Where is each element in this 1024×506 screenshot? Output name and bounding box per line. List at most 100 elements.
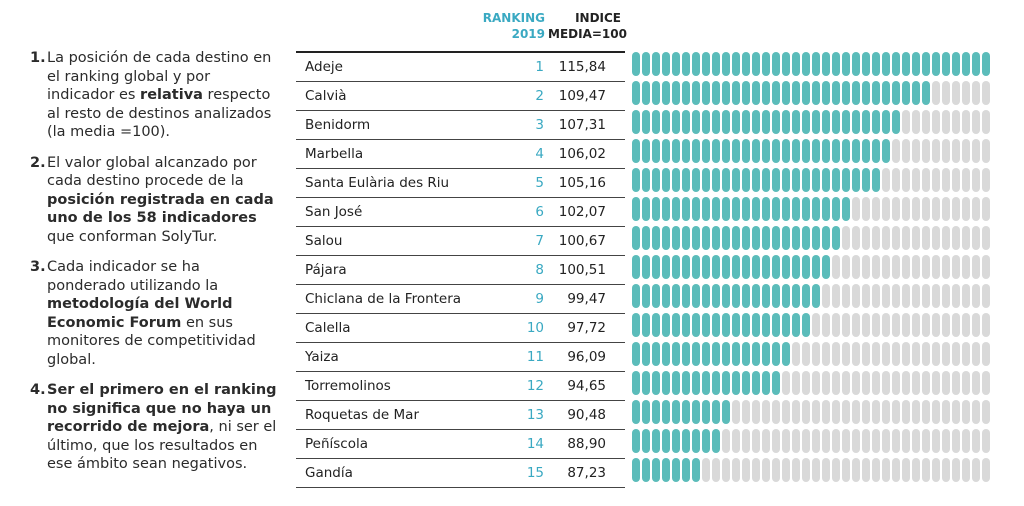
bar-unit-filled xyxy=(752,197,760,221)
bar-unit-empty xyxy=(942,371,950,395)
bar-unit-empty xyxy=(912,342,920,366)
bar-unit-filled xyxy=(662,429,670,453)
bar-unit-empty xyxy=(942,429,950,453)
bar-unit-filled xyxy=(782,110,790,134)
destination-name: Santa Eulària des Riu xyxy=(305,175,450,191)
bar-unit-filled xyxy=(842,197,850,221)
bar-unit-filled xyxy=(722,197,730,221)
bar-unit-empty xyxy=(982,458,990,482)
note-number: 1. xyxy=(30,50,46,66)
bar-unit-filled xyxy=(642,139,650,163)
bar-unit-empty xyxy=(982,429,990,453)
bar-unit-empty xyxy=(822,371,830,395)
bar-unit-empty xyxy=(742,400,750,424)
bar-unit-empty xyxy=(772,458,780,482)
bar-unit-filled xyxy=(772,313,780,337)
bar-unit-filled xyxy=(742,52,750,76)
bar-unit-filled xyxy=(672,313,680,337)
index-value: 105,16 xyxy=(558,175,606,191)
bar-unit-filled xyxy=(792,197,800,221)
bar-unit-empty xyxy=(922,400,930,424)
bar-unit-filled xyxy=(812,255,820,279)
bar-unit-filled xyxy=(772,197,780,221)
bar-unit-filled xyxy=(682,139,690,163)
bar-unit-empty xyxy=(862,458,870,482)
table-row: Yaiza 11 96,09 xyxy=(296,343,625,372)
bar-unit-filled xyxy=(742,371,750,395)
bar-unit-empty xyxy=(872,226,880,250)
index-value: 115,84 xyxy=(558,59,606,75)
bar-unit-filled xyxy=(632,197,640,221)
bar-unit-empty xyxy=(952,139,960,163)
bar-unit-empty xyxy=(972,110,980,134)
bar-unit-filled xyxy=(692,313,700,337)
bar-unit-empty xyxy=(912,197,920,221)
table-row: Roquetas de Mar 13 90,48 xyxy=(296,401,625,430)
bar-unit-empty xyxy=(832,371,840,395)
bar-unit-empty xyxy=(912,284,920,308)
bar-unit-empty xyxy=(862,255,870,279)
bar-unit-filled xyxy=(672,110,680,134)
bar-unit-filled xyxy=(912,81,920,105)
bar-unit-empty xyxy=(942,342,950,366)
bar-unit-empty xyxy=(872,284,880,308)
bar-unit-empty xyxy=(982,81,990,105)
bar-row xyxy=(632,400,990,424)
bar-unit-filled xyxy=(742,226,750,250)
bar-unit-filled xyxy=(632,168,640,192)
bar-unit-empty xyxy=(962,429,970,453)
bar-unit-empty xyxy=(952,342,960,366)
bar-unit-filled xyxy=(822,81,830,105)
index-header-line1: INDICE xyxy=(575,11,621,25)
bar-unit-filled xyxy=(722,110,730,134)
bar-unit-empty xyxy=(772,429,780,453)
bar-unit-empty xyxy=(882,429,890,453)
bar-unit-empty xyxy=(882,284,890,308)
bar-unit-filled xyxy=(752,52,760,76)
bar-unit-filled xyxy=(882,110,890,134)
bar-unit-empty xyxy=(822,458,830,482)
bar-unit-filled xyxy=(842,168,850,192)
bar-unit-filled xyxy=(972,52,980,76)
bar-unit-filled xyxy=(782,313,790,337)
bar-unit-filled xyxy=(762,226,770,250)
bar-unit-filled xyxy=(752,81,760,105)
bar-unit-empty xyxy=(752,458,760,482)
bar-unit-empty xyxy=(792,342,800,366)
bar-unit-empty xyxy=(842,458,850,482)
destination-name: Calvià xyxy=(305,88,347,104)
bar-unit-filled xyxy=(842,52,850,76)
bar-unit-empty xyxy=(982,313,990,337)
bar-unit-filled xyxy=(662,197,670,221)
bar-unit-empty xyxy=(732,458,740,482)
note-text: en sus monitores de competitividad globa… xyxy=(47,314,256,368)
bar-unit-filled xyxy=(752,139,760,163)
bar-unit-filled xyxy=(872,139,880,163)
bar-unit-filled xyxy=(762,110,770,134)
bar-unit-filled xyxy=(632,226,640,250)
bar-unit-empty xyxy=(922,139,930,163)
bar-unit-empty xyxy=(982,110,990,134)
bar-unit-filled xyxy=(742,168,750,192)
bar-unit-filled xyxy=(782,342,790,366)
bar-unit-filled xyxy=(832,226,840,250)
bar-unit-empty xyxy=(782,458,790,482)
bar-unit-empty xyxy=(722,458,730,482)
bar-unit-empty xyxy=(892,168,900,192)
bar-unit-empty xyxy=(902,342,910,366)
bar-unit-filled xyxy=(732,342,740,366)
index-value: 99,47 xyxy=(567,291,606,307)
bar-unit-empty xyxy=(862,284,870,308)
bar-unit-filled xyxy=(662,139,670,163)
bar-unit-filled xyxy=(762,371,770,395)
bar-unit-filled xyxy=(782,197,790,221)
bar-unit-empty xyxy=(852,284,860,308)
bar-unit-empty xyxy=(962,255,970,279)
bar-unit-filled xyxy=(792,313,800,337)
bar-unit-filled xyxy=(732,313,740,337)
bar-unit-empty xyxy=(872,313,880,337)
bar-unit-filled xyxy=(822,168,830,192)
note-text: La posición de cada destino en el rankin… xyxy=(47,50,272,103)
bar-unit-empty xyxy=(872,342,880,366)
table-row: Santa Eulària des Riu 5 105,16 xyxy=(296,169,625,198)
